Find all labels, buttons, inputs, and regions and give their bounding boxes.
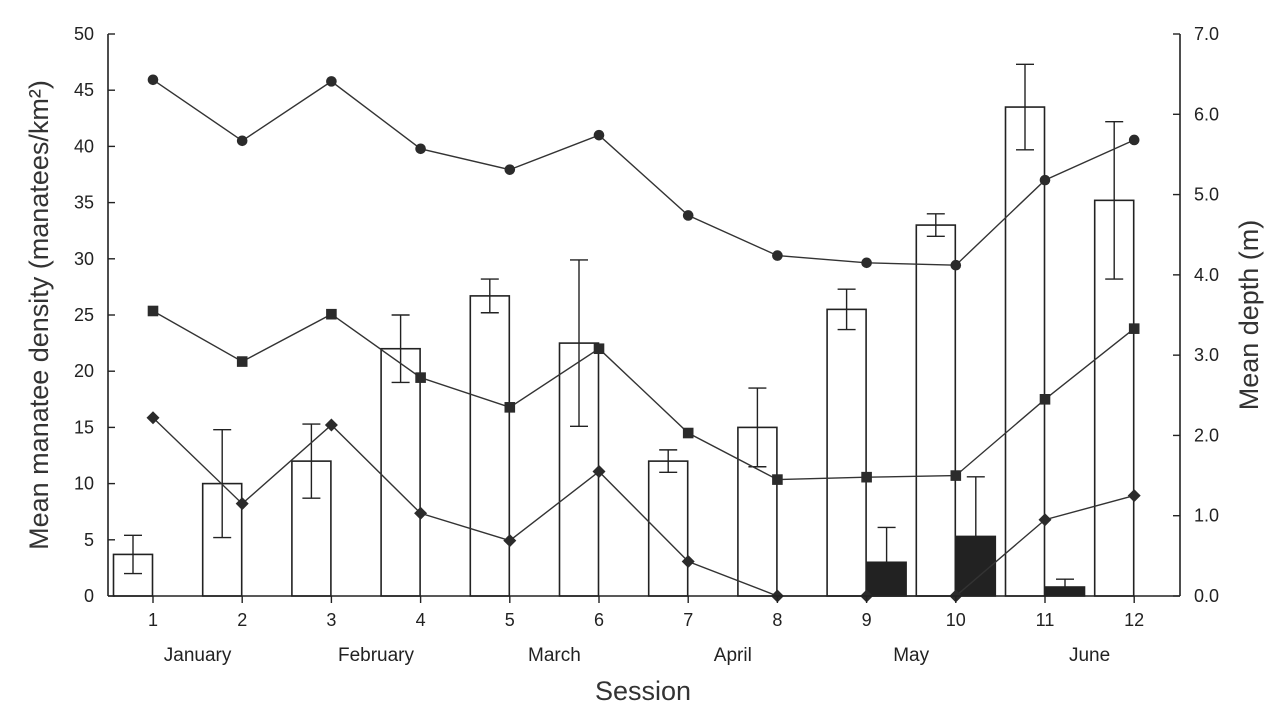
line-square	[152, 310, 1135, 481]
x-tick-label-10: 10	[946, 610, 966, 630]
circle-marker-10	[950, 259, 962, 271]
right-tick-label-4.0: 4.0	[1194, 265, 1219, 285]
left-tick-label-0: 0	[84, 586, 94, 606]
square-marker-7	[682, 427, 694, 439]
circle-marker-12	[1128, 134, 1140, 146]
circle-marker-11	[1039, 174, 1051, 186]
month-label-june: June	[1069, 645, 1110, 666]
diamond-marker-6	[592, 465, 606, 479]
x-tick-label-12: 12	[1124, 610, 1144, 630]
left-tick-label-20: 20	[74, 361, 94, 381]
line-circle	[152, 79, 1135, 266]
x-tick-label-5: 5	[505, 610, 515, 630]
x-tick-label-3: 3	[326, 610, 336, 630]
open-bar-5	[469, 295, 511, 597]
right-tick-label-2.0: 2.0	[1194, 425, 1219, 445]
x-tick-label-9: 9	[862, 610, 872, 630]
circle-marker-3	[326, 76, 337, 87]
labels-layer: Session Mean manatee density (manatees/k…	[24, 24, 1264, 706]
circle-marker-9	[861, 257, 872, 269]
square-marker-9	[861, 471, 872, 483]
open-bar-7	[647, 460, 689, 597]
month-label-may: May	[893, 645, 929, 666]
square-marker-5	[504, 402, 516, 413]
diamond-marker-4	[414, 506, 428, 520]
right-tick-label-7.0: 7.0	[1194, 24, 1219, 44]
square-marker-10	[950, 470, 962, 481]
x-tick-label-4: 4	[416, 610, 426, 630]
right-tick-label-1.0: 1.0	[1194, 506, 1219, 526]
month-label-february: February	[338, 645, 415, 666]
x-tick-label-2: 2	[237, 610, 247, 630]
left-tick-label-5: 5	[84, 530, 94, 550]
open-bar-9	[826, 308, 867, 597]
month-label-april: April	[714, 645, 752, 666]
diamond-marker-2	[235, 497, 249, 511]
x-tick-label-8: 8	[772, 610, 782, 630]
circle-marker-5	[504, 164, 516, 175]
left-tick-label-40: 40	[74, 136, 94, 156]
diamond-marker-12	[1127, 489, 1141, 503]
x-axis-title: Session	[595, 676, 691, 706]
left-tick-label-50: 50	[74, 24, 94, 44]
x-tick-label-11: 11	[1036, 610, 1055, 630]
right-tick-label-3.0: 3.0	[1194, 345, 1219, 365]
circle-marker-1	[147, 74, 159, 86]
right-tick-label-0.0: 0.0	[1194, 586, 1219, 606]
x-tick-label-6: 6	[594, 610, 604, 630]
left-tick-label-45: 45	[74, 80, 94, 100]
circle-marker-2	[236, 135, 248, 147]
square-marker-1	[147, 305, 159, 317]
x-tick-label-1: 1	[148, 610, 158, 630]
circle-marker-7	[682, 210, 694, 221]
axes-layer	[107, 33, 1181, 603]
square-marker-6	[593, 343, 605, 355]
left-tick-label-10: 10	[74, 474, 94, 494]
circle-marker-8	[772, 250, 783, 261]
square-marker-4	[415, 372, 426, 383]
diamond-marker-5	[503, 534, 517, 548]
diamond-marker-11	[1038, 513, 1052, 527]
month-label-march: March	[528, 645, 581, 666]
diamond-marker-7	[681, 554, 695, 568]
circle-marker-6	[593, 129, 605, 141]
open-bar-4	[380, 347, 421, 597]
square-marker-11	[1039, 394, 1051, 405]
bars-layer	[112, 63, 1135, 597]
open-bar-10	[915, 224, 957, 597]
circle-marker-4	[415, 143, 426, 155]
left-y-axis-title: Mean manatee density (manatees/km²)	[24, 80, 54, 550]
diamond-marker-3	[324, 418, 338, 432]
left-tick-label-15: 15	[74, 417, 94, 437]
right-tick-label-6.0: 6.0	[1194, 104, 1219, 124]
right-tick-label-5.0: 5.0	[1194, 185, 1219, 205]
x-tick-label-7: 7	[683, 610, 693, 630]
right-y-axis-title: Mean depth (m)	[1234, 220, 1264, 411]
left-tick-label-30: 30	[74, 249, 94, 269]
open-bar-11	[1004, 106, 1046, 597]
line-diamond	[152, 417, 1135, 597]
square-marker-8	[772, 474, 783, 485]
diamond-marker-1	[146, 411, 160, 425]
square-marker-3	[326, 308, 337, 320]
left-tick-label-25: 25	[74, 305, 94, 325]
square-marker-2	[236, 356, 248, 367]
square-marker-12	[1128, 323, 1140, 334]
month-label-january: January	[164, 645, 232, 666]
lines-layer	[146, 74, 1141, 603]
left-tick-label-35: 35	[74, 193, 94, 213]
